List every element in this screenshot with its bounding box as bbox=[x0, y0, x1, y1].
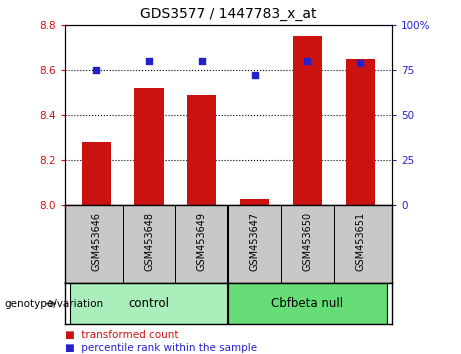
Point bbox=[251, 73, 258, 78]
Bar bbox=[293, 36, 322, 205]
Text: Cbfbeta null: Cbfbeta null bbox=[272, 297, 343, 310]
Text: GSM453650: GSM453650 bbox=[302, 212, 313, 271]
Text: ■  transformed count: ■ transformed count bbox=[65, 330, 178, 339]
Bar bbox=[82, 142, 111, 205]
Bar bbox=[240, 199, 269, 205]
Text: GSM453649: GSM453649 bbox=[197, 212, 207, 270]
Text: control: control bbox=[129, 297, 170, 310]
Bar bbox=[346, 59, 375, 205]
Text: GSM453647: GSM453647 bbox=[249, 212, 260, 271]
Point bbox=[93, 67, 100, 73]
Bar bbox=[70, 283, 228, 324]
Bar bbox=[187, 95, 216, 205]
Text: genotype/variation: genotype/variation bbox=[5, 298, 104, 309]
Bar bbox=[135, 88, 164, 205]
Bar bbox=[228, 283, 387, 324]
Text: GSM453646: GSM453646 bbox=[91, 212, 101, 270]
Point bbox=[304, 58, 311, 64]
Point bbox=[198, 58, 206, 64]
Point bbox=[145, 58, 153, 64]
Text: GSM453648: GSM453648 bbox=[144, 212, 154, 270]
Title: GDS3577 / 1447783_x_at: GDS3577 / 1447783_x_at bbox=[140, 7, 316, 21]
Text: ■  percentile rank within the sample: ■ percentile rank within the sample bbox=[65, 343, 257, 353]
Text: GSM453651: GSM453651 bbox=[355, 212, 365, 271]
Point bbox=[356, 60, 364, 65]
